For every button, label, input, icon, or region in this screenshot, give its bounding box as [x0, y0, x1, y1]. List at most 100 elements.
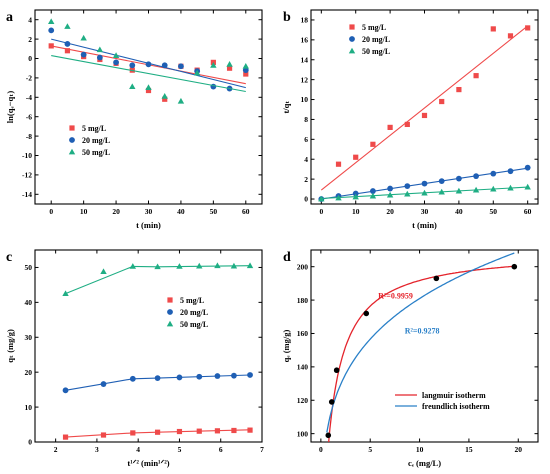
data-point [456, 86, 462, 93]
data-point [64, 48, 71, 54]
data-point [176, 428, 183, 435]
x-tick-label: 10 [416, 445, 424, 454]
fit-annotation: R²=0.9959 [378, 291, 413, 300]
data-point [242, 67, 249, 74]
data-point [369, 192, 377, 199]
data-point [48, 43, 54, 49]
data-point [421, 189, 428, 196]
data-point [145, 84, 152, 90]
data-point [455, 175, 462, 182]
x-tick-label: 15 [465, 445, 473, 454]
data-point [352, 190, 359, 197]
data-point [129, 375, 136, 382]
data-point [214, 373, 221, 379]
x-tick-label: 4 [136, 445, 140, 454]
panel-letter: a [6, 10, 13, 25]
data-point [196, 428, 202, 434]
data-point [231, 427, 237, 434]
data-point [511, 263, 518, 270]
data-point [387, 185, 394, 192]
x-tick-label: 20 [386, 207, 394, 216]
legend-marker [69, 125, 75, 131]
data-point [370, 188, 376, 194]
legend-marker [69, 137, 75, 143]
panel-letter: b [283, 10, 291, 25]
data-point [96, 54, 103, 61]
plot-frame [34, 9, 263, 205]
y-tick-label: 200 [297, 262, 309, 271]
x-tick-label: 2 [54, 445, 58, 454]
panel-c: c 2 3 4 5 6 7 0 10 20 30 40 50 t¹ᐟ² (min¹ᐟ²) qₜ (mg/g)… [5, 249, 264, 468]
data-point [325, 432, 332, 439]
y-tick-label: 0 [28, 54, 32, 63]
data-point [352, 193, 359, 200]
y-tick-label: 2 [28, 35, 32, 44]
data-point [162, 96, 168, 102]
x-tick-label: 50 [490, 207, 498, 216]
data-point [80, 34, 87, 41]
data-point [438, 188, 445, 195]
data-point [353, 154, 359, 160]
data-point [129, 263, 137, 269]
data-point [439, 98, 445, 105]
data-point [161, 62, 168, 69]
legend-label: 5 mg/L [82, 124, 106, 133]
panel-letter: c [6, 250, 12, 265]
y-tick-label: -12 [22, 171, 32, 180]
data-point [247, 372, 253, 378]
data-point [226, 65, 233, 71]
x-tick-label: 60 [242, 207, 250, 216]
legend-marker [68, 148, 76, 155]
plot-area [318, 25, 531, 202]
x-tick-label: 40 [455, 207, 463, 216]
x-tick-label: 30 [145, 207, 153, 216]
panel-b: b 0 10 20 30 40 50 60 0 2 4 6 8 10 12 14 16 18 t (min) t/qₜ… [281, 9, 539, 230]
y-tick-label: 14 [301, 55, 309, 64]
x-tick-label: 7 [260, 445, 264, 454]
y-tick-label: 30 [25, 333, 33, 342]
data-point [145, 61, 152, 68]
data-point [62, 290, 69, 297]
data-point [226, 61, 233, 67]
y-axis-title: qₜ (mg/g) [5, 329, 15, 363]
data-point [507, 168, 514, 175]
data-point [62, 434, 69, 440]
x-axis-title: cₑ (mg/L) [408, 458, 441, 468]
data-point [129, 62, 136, 69]
data-point [154, 375, 161, 382]
panel-a: a 0 10 20 30 40 50 60 -14 -12 -10 -8 -6 -4 -2 0 2 4 t (min… [5, 9, 263, 230]
data-point [196, 373, 203, 380]
data-point [154, 263, 161, 270]
y-tick-label: 4 [28, 15, 32, 24]
y-tick-label: 18 [301, 16, 309, 25]
fit-line [65, 265, 251, 295]
data-point [490, 170, 497, 177]
data-point [178, 63, 184, 70]
data-point [113, 59, 119, 66]
y-tick-label: 10 [25, 403, 33, 412]
data-point [214, 262, 221, 269]
data-point [161, 93, 168, 99]
plot-frame [34, 249, 263, 443]
data-point [48, 27, 55, 34]
data-point [335, 161, 342, 167]
legend-label: 50 mg/L [180, 320, 208, 329]
data-point [318, 195, 325, 202]
fit-line [65, 374, 251, 391]
y-tick-label: 160 [297, 329, 309, 338]
legend-label: 20 mg/L [180, 308, 208, 317]
data-point [433, 275, 440, 282]
y-tick-label: -10 [22, 151, 32, 160]
data-point [62, 387, 69, 394]
x-tick-label: 20 [112, 207, 120, 216]
x-tick-label: 40 [177, 207, 185, 216]
data-point [230, 262, 238, 269]
fit-line [320, 25, 529, 191]
x-tick-label: 3 [95, 445, 99, 454]
data-point [100, 381, 107, 387]
y-tick-label: 0 [304, 195, 308, 204]
y-tick-label: 12 [301, 75, 309, 84]
panel-d: d 0 5 10 15 20 100 120 140 160 180 200 cₑ (mg/L) qₑ (… [281, 249, 539, 468]
x-tick-label: 0 [319, 207, 323, 216]
data-point [328, 399, 335, 405]
